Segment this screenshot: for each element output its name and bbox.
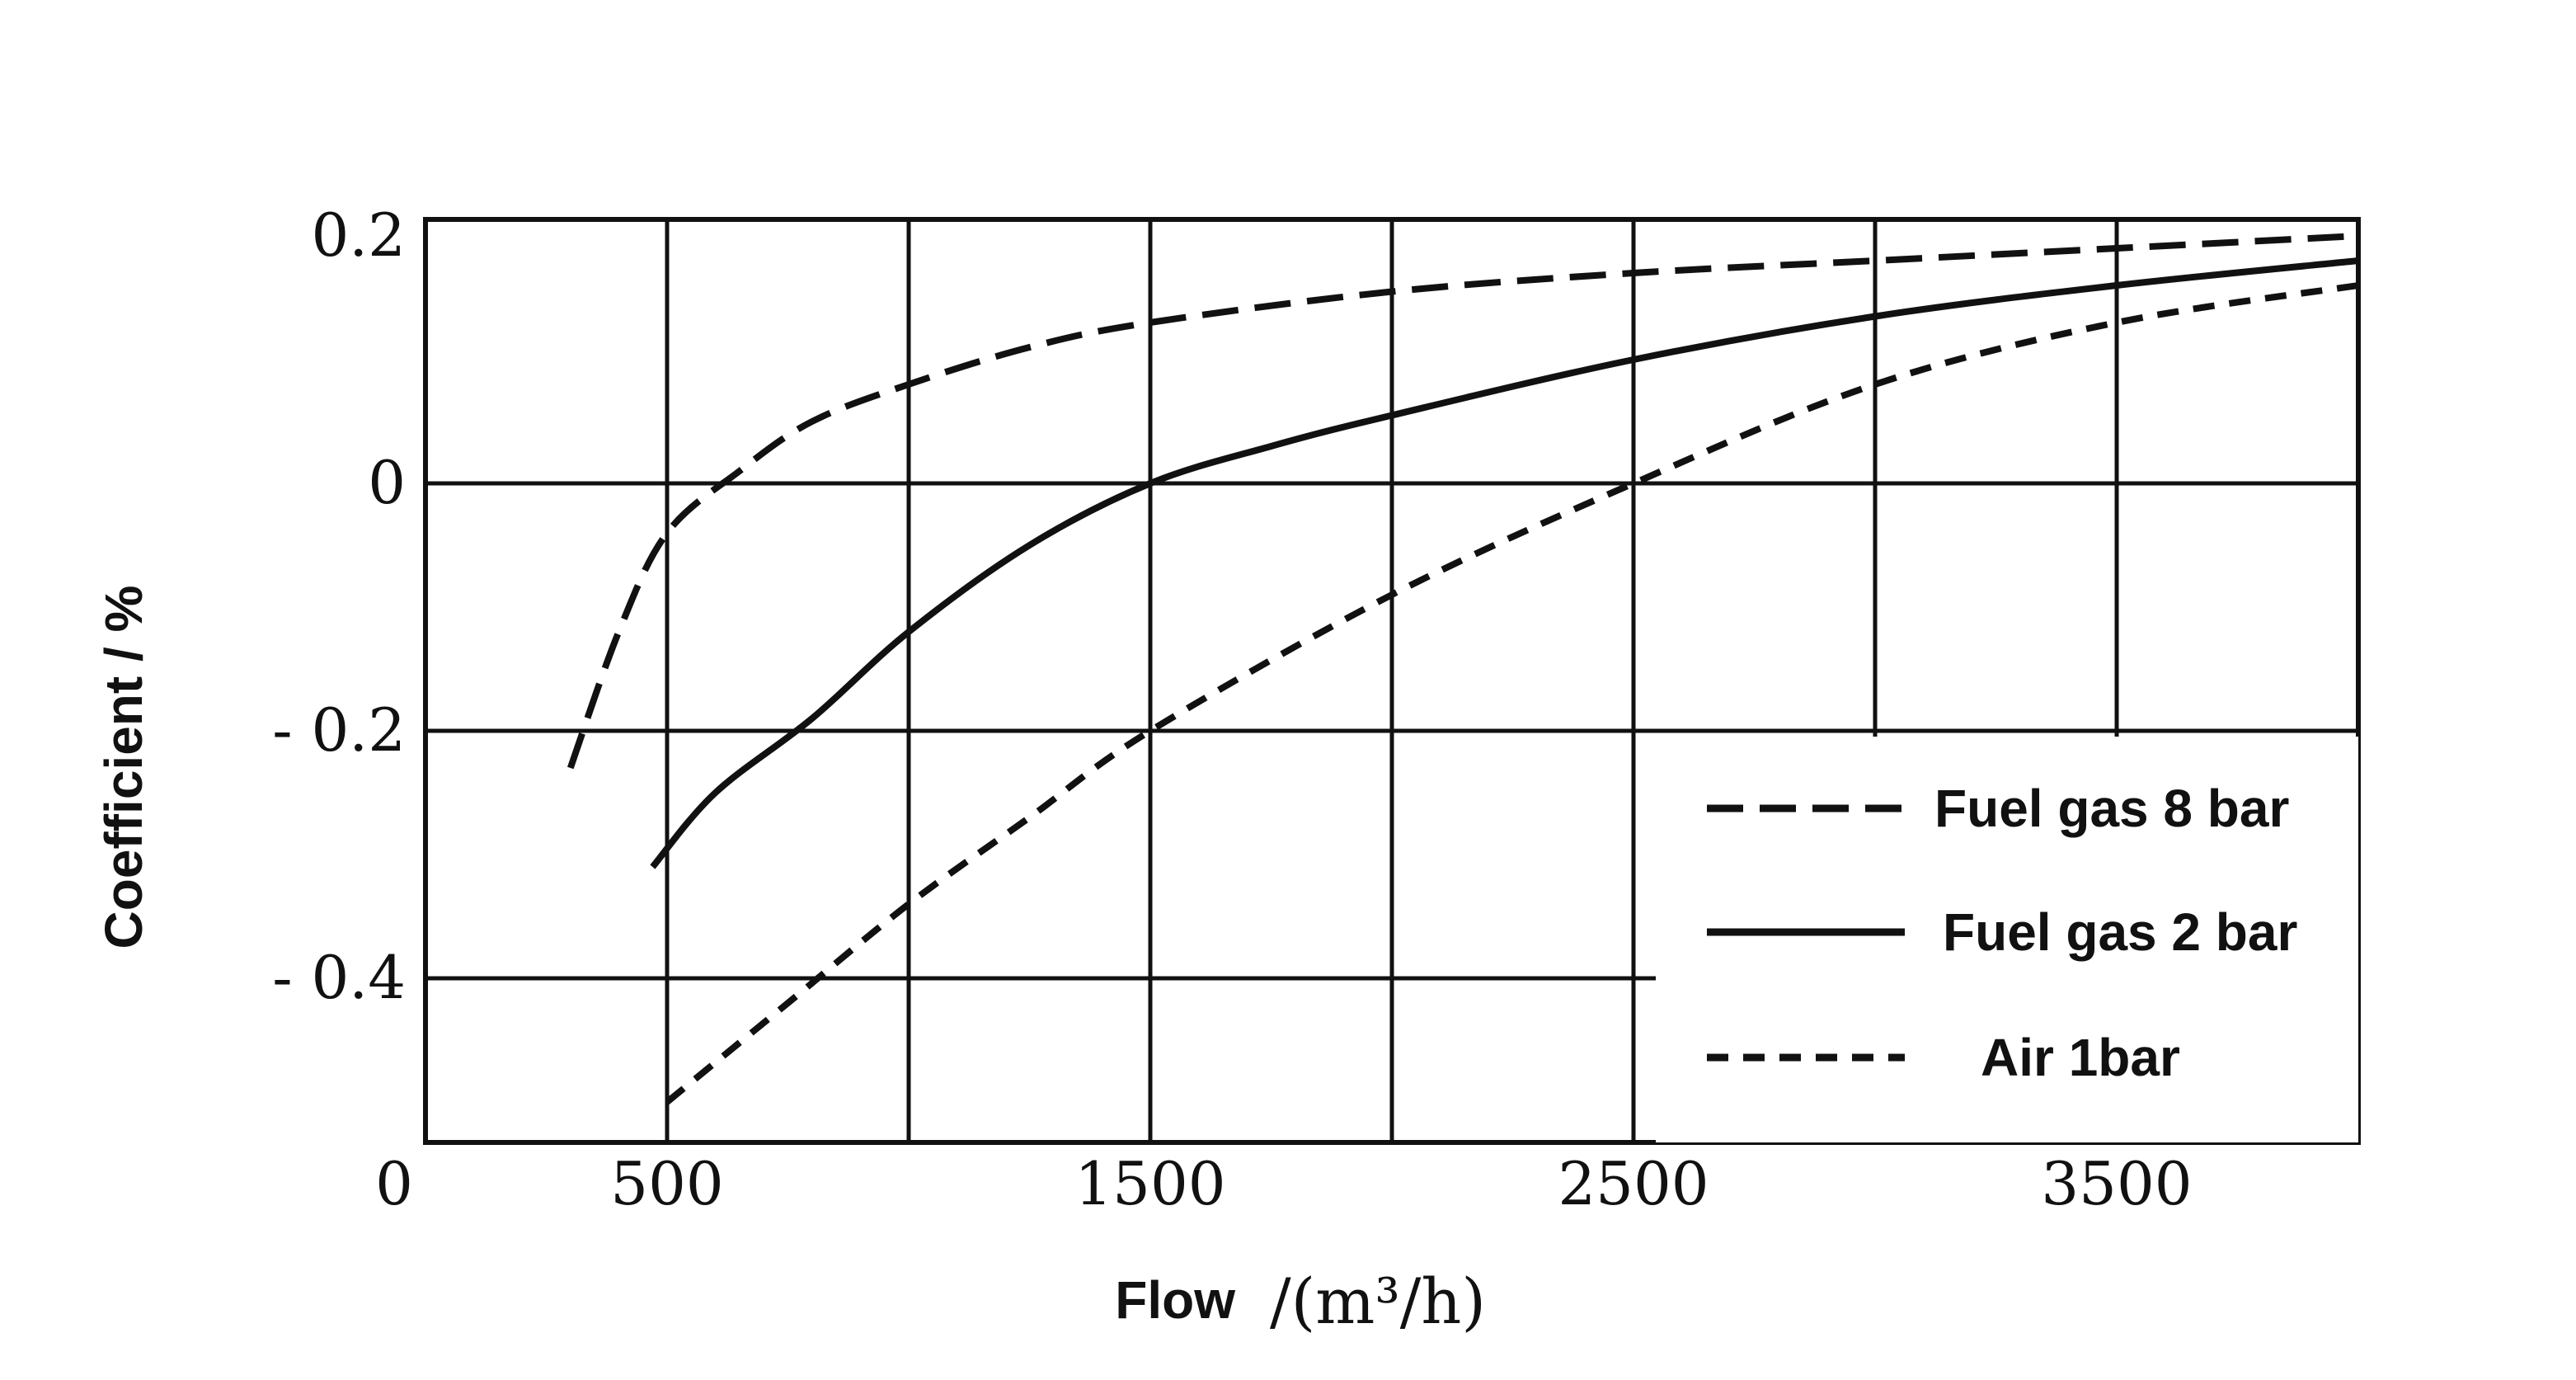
legend-box (1656, 737, 2358, 1142)
x-axis-title: Flow (1115, 1270, 1235, 1330)
legend: Fuel gas 8 bar Fuel gas 2 bar Air 1bar (1707, 779, 2297, 1087)
legend-label: Fuel gas 2 bar (1943, 902, 2297, 962)
legend-label: Air 1bar (1981, 1028, 2180, 1087)
tick-labels: 0 500 1500 2500 3500 0.2 0 - 0.2 - 0.4 (272, 200, 2192, 1218)
y-axis-title: Coefficient / % (94, 586, 153, 949)
plot-border (423, 217, 2361, 1145)
series-line-3 (665, 282, 2359, 1105)
series-layer (567, 233, 2359, 1105)
series-line-2 (650, 257, 2359, 869)
x-tick-label: 2500 (1558, 1149, 1709, 1218)
legend-label: Fuel gas 8 bar (1934, 779, 2289, 838)
plot-frame (423, 217, 2361, 1145)
x-axis-unit: /(m³/h) (1270, 1265, 1486, 1338)
y-tick-label: 0.2 (311, 200, 406, 270)
series-line-1 (567, 233, 2359, 770)
x-tick-label: 0 (375, 1149, 413, 1218)
y-tick-label: 0 (368, 448, 406, 517)
x-tick-label: 500 (610, 1149, 723, 1218)
y-tick-label: - 0.2 (272, 695, 406, 765)
x-tick-label: 3500 (2041, 1149, 2192, 1218)
x-tick-label: 1500 (1074, 1149, 1225, 1218)
y-tick-label: - 0.4 (272, 943, 406, 1012)
